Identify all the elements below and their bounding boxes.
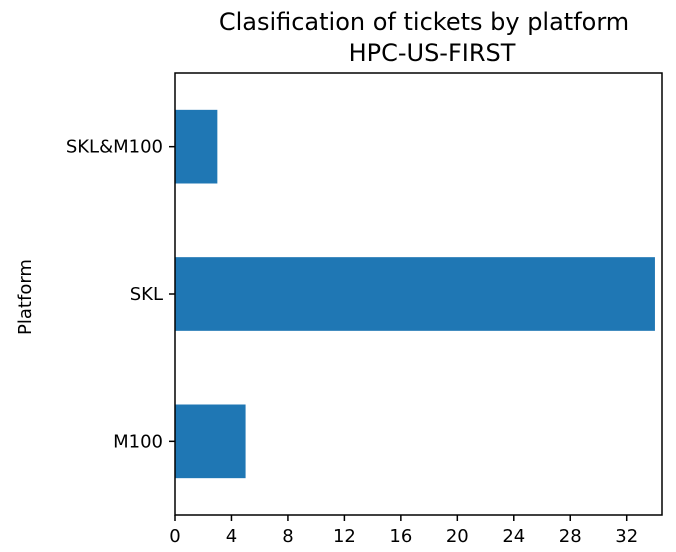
x-tick-label: 28 [559,526,582,547]
x-tick-label: 8 [282,526,293,547]
x-tick-label: 32 [615,526,638,547]
chart-subtitle: HPC-US-FIRST [349,39,516,67]
y-tick-label: SKL&M100 [66,137,163,158]
x-tick-label: 4 [226,526,237,547]
bars-group [175,109,655,479]
x-tick-label: 12 [333,526,356,547]
plot-frame [174,72,663,516]
x-tick-label: 24 [502,526,525,547]
x-tick-label: 20 [446,526,469,547]
y-axis: M100 SKL SKL&M100 [66,137,175,452]
x-tick-label: 16 [389,526,412,547]
bar-skl-m100 [175,109,218,184]
chart-title: Clasification of tickets by platform [219,8,629,36]
bar-skl [175,257,655,331]
y-tick-label: M100 [113,431,163,452]
y-axis-label: Platform [15,259,36,335]
y-tick-label: SKL [130,284,163,305]
x-axis: 0 4 8 12 16 20 24 28 32 [169,515,638,547]
x-tick-label: 0 [169,526,180,547]
bar-m100 [175,404,246,479]
